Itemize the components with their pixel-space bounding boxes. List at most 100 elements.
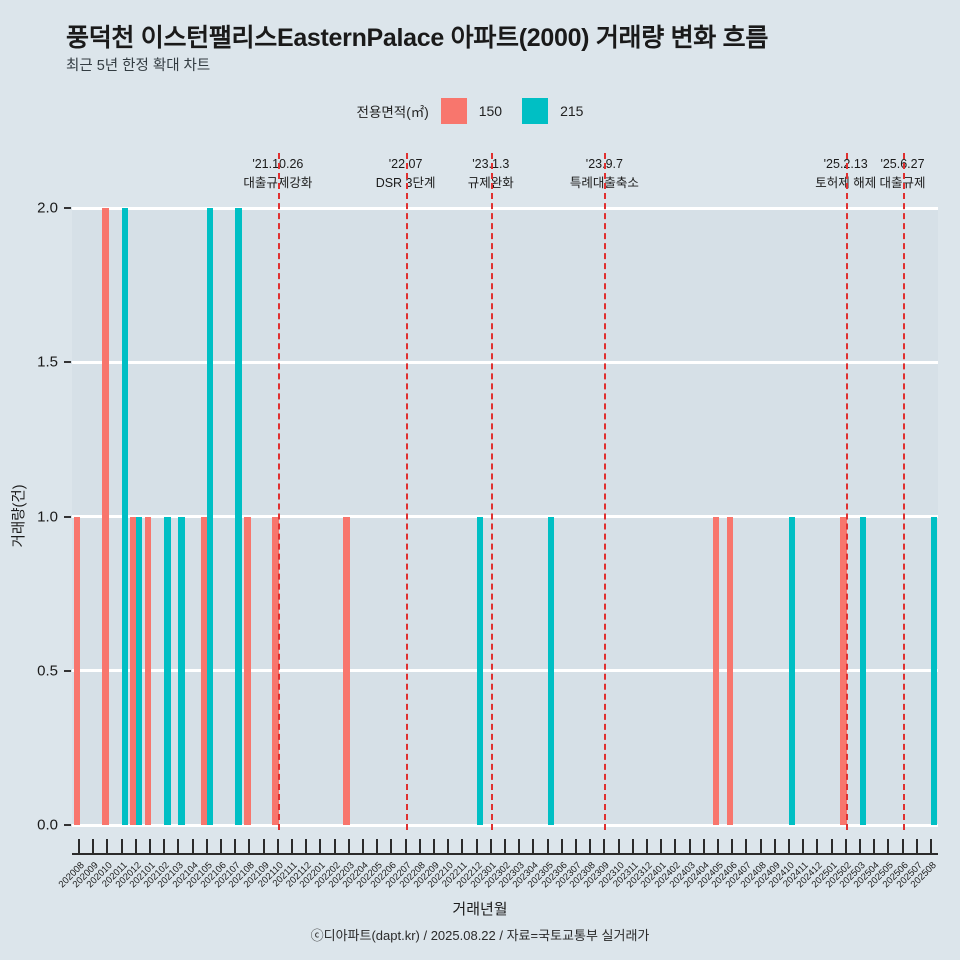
x-axis-tick-mark [816, 839, 819, 853]
bar[interactable] [73, 516, 81, 825]
x-axis-tick-mark [163, 839, 166, 853]
bar[interactable] [859, 516, 867, 825]
x-axis-tick-mark [844, 839, 847, 853]
x-axis-tick-mark [404, 839, 407, 853]
x-axis-tick-mark [546, 839, 549, 853]
gridline [72, 360, 938, 364]
x-axis-tick-mark [929, 839, 932, 853]
legend-label: 150 [478, 103, 503, 119]
x-axis-tick-mark [716, 839, 719, 853]
footer-credit: ⓒ디아파트(dapt.kr) / 2025.08.22 / 자료=국토교통부 실… [310, 928, 650, 943]
y-axis-tick-mark [64, 824, 71, 826]
bar[interactable] [121, 208, 129, 825]
bar[interactable] [476, 516, 484, 825]
y-axis-tick-label: 0.5 [37, 662, 58, 680]
y-axis-tick-mark [64, 361, 71, 364]
x-axis-tick-mark [92, 839, 95, 853]
x-axis-tick-mark [191, 839, 194, 853]
bar[interactable] [178, 516, 185, 825]
y-axis-tick-label: 1.5 [37, 353, 58, 371]
x-axis-tick-mark [78, 839, 81, 853]
x-axis-tick-mark [787, 839, 790, 853]
y-axis-tick-label: 0.0 [37, 816, 58, 834]
bar[interactable] [712, 516, 720, 825]
bar[interactable] [235, 208, 242, 825]
x-axis-tick-mark [589, 839, 592, 853]
x-axis-tick-mark [120, 839, 123, 853]
x-axis-tick-mark [418, 839, 421, 853]
bar[interactable] [130, 516, 137, 825]
x-axis-tick-mark [617, 839, 620, 853]
x-axis-tick-mark [759, 839, 762, 853]
x-axis-title: 거래년월 [452, 901, 508, 918]
bar[interactable] [201, 516, 208, 825]
x-axis-tick-mark [106, 839, 109, 853]
x-axis-tick-mark [802, 839, 805, 853]
x-axis-tick-mark [574, 839, 577, 853]
y-axis-tick-label: 2.0 [37, 199, 58, 217]
bar[interactable] [840, 516, 847, 825]
y-axis-tick-label: 1.0 [37, 508, 58, 525]
gridline [72, 206, 938, 210]
bar[interactable] [135, 516, 143, 825]
x-axis-tick-mark [177, 839, 180, 853]
gridline [72, 823, 938, 827]
legend-title: 전용면적(㎡) [356, 105, 429, 120]
legend-item[interactable]: 150 [440, 98, 503, 124]
x-axis-tick-mark [333, 839, 336, 853]
x-axis-tick-mark [390, 839, 393, 853]
bar[interactable] [272, 516, 279, 825]
x-axis-tick-mark [773, 839, 776, 853]
bar[interactable] [206, 208, 214, 825]
event-marker-line [277, 153, 280, 830]
bar[interactable] [343, 516, 350, 825]
legend: 전용면적(㎡) 150 215 [0, 98, 960, 124]
x-axis-tick-mark [645, 839, 648, 853]
bar[interactable] [244, 516, 251, 825]
bar[interactable] [144, 516, 152, 825]
event-date: '25.2.13 [823, 157, 868, 171]
x-axis-tick-mark [702, 839, 705, 853]
x-axis-tick-mark [376, 839, 379, 853]
x-axis-tick-mark [262, 839, 265, 853]
event-marker-line [902, 153, 905, 830]
legend-item[interactable]: 215 [522, 98, 583, 124]
bar[interactable] [547, 516, 555, 825]
x-axis-tick-mark [731, 839, 734, 853]
bar[interactable] [726, 516, 734, 825]
bar[interactable] [788, 516, 796, 825]
x-axis-tick-mark [305, 839, 308, 853]
x-axis-tick-mark [291, 839, 294, 853]
gridline [72, 515, 938, 518]
x-axis-tick-mark [518, 839, 521, 853]
page-title: 풍덕천 이스턴팰리스EasternPalace 아파트(2000) 거래량 변화… [66, 24, 769, 52]
x-axis-tick-mark [560, 839, 563, 853]
x-axis-tick-mark [745, 839, 748, 853]
x-axis-tick-mark [887, 839, 890, 853]
x-axis-tick-mark [447, 839, 450, 853]
x-axis-tick-mark [631, 839, 634, 853]
event-marker-line [490, 153, 493, 830]
x-axis-tick-mark [433, 839, 436, 853]
y-axis-tick-mark [64, 669, 71, 672]
x-axis-tick-mark [220, 839, 223, 853]
bar[interactable] [930, 516, 938, 825]
x-axis-tick-mark [248, 839, 251, 853]
bar[interactable] [164, 516, 171, 825]
event-date: '25.6.27 [880, 157, 925, 171]
x-axis-tick-mark [489, 839, 492, 853]
event-marker-line [604, 153, 607, 830]
x-axis-tick-mark [858, 839, 861, 853]
x-axis-tick-mark [362, 839, 365, 853]
x-axis-tick-mark [134, 839, 137, 853]
event-marker-line [405, 153, 408, 830]
x-axis-tick-mark [276, 839, 279, 853]
y-axis-title: 거래량(건) [11, 483, 28, 547]
x-axis-tick-mark [461, 839, 464, 853]
bar[interactable] [102, 208, 109, 825]
y-axis-tick-mark [64, 515, 71, 518]
x-axis-tick-mark [660, 839, 663, 853]
x-axis-tick-mark [234, 839, 237, 853]
legend-swatch [522, 98, 549, 124]
